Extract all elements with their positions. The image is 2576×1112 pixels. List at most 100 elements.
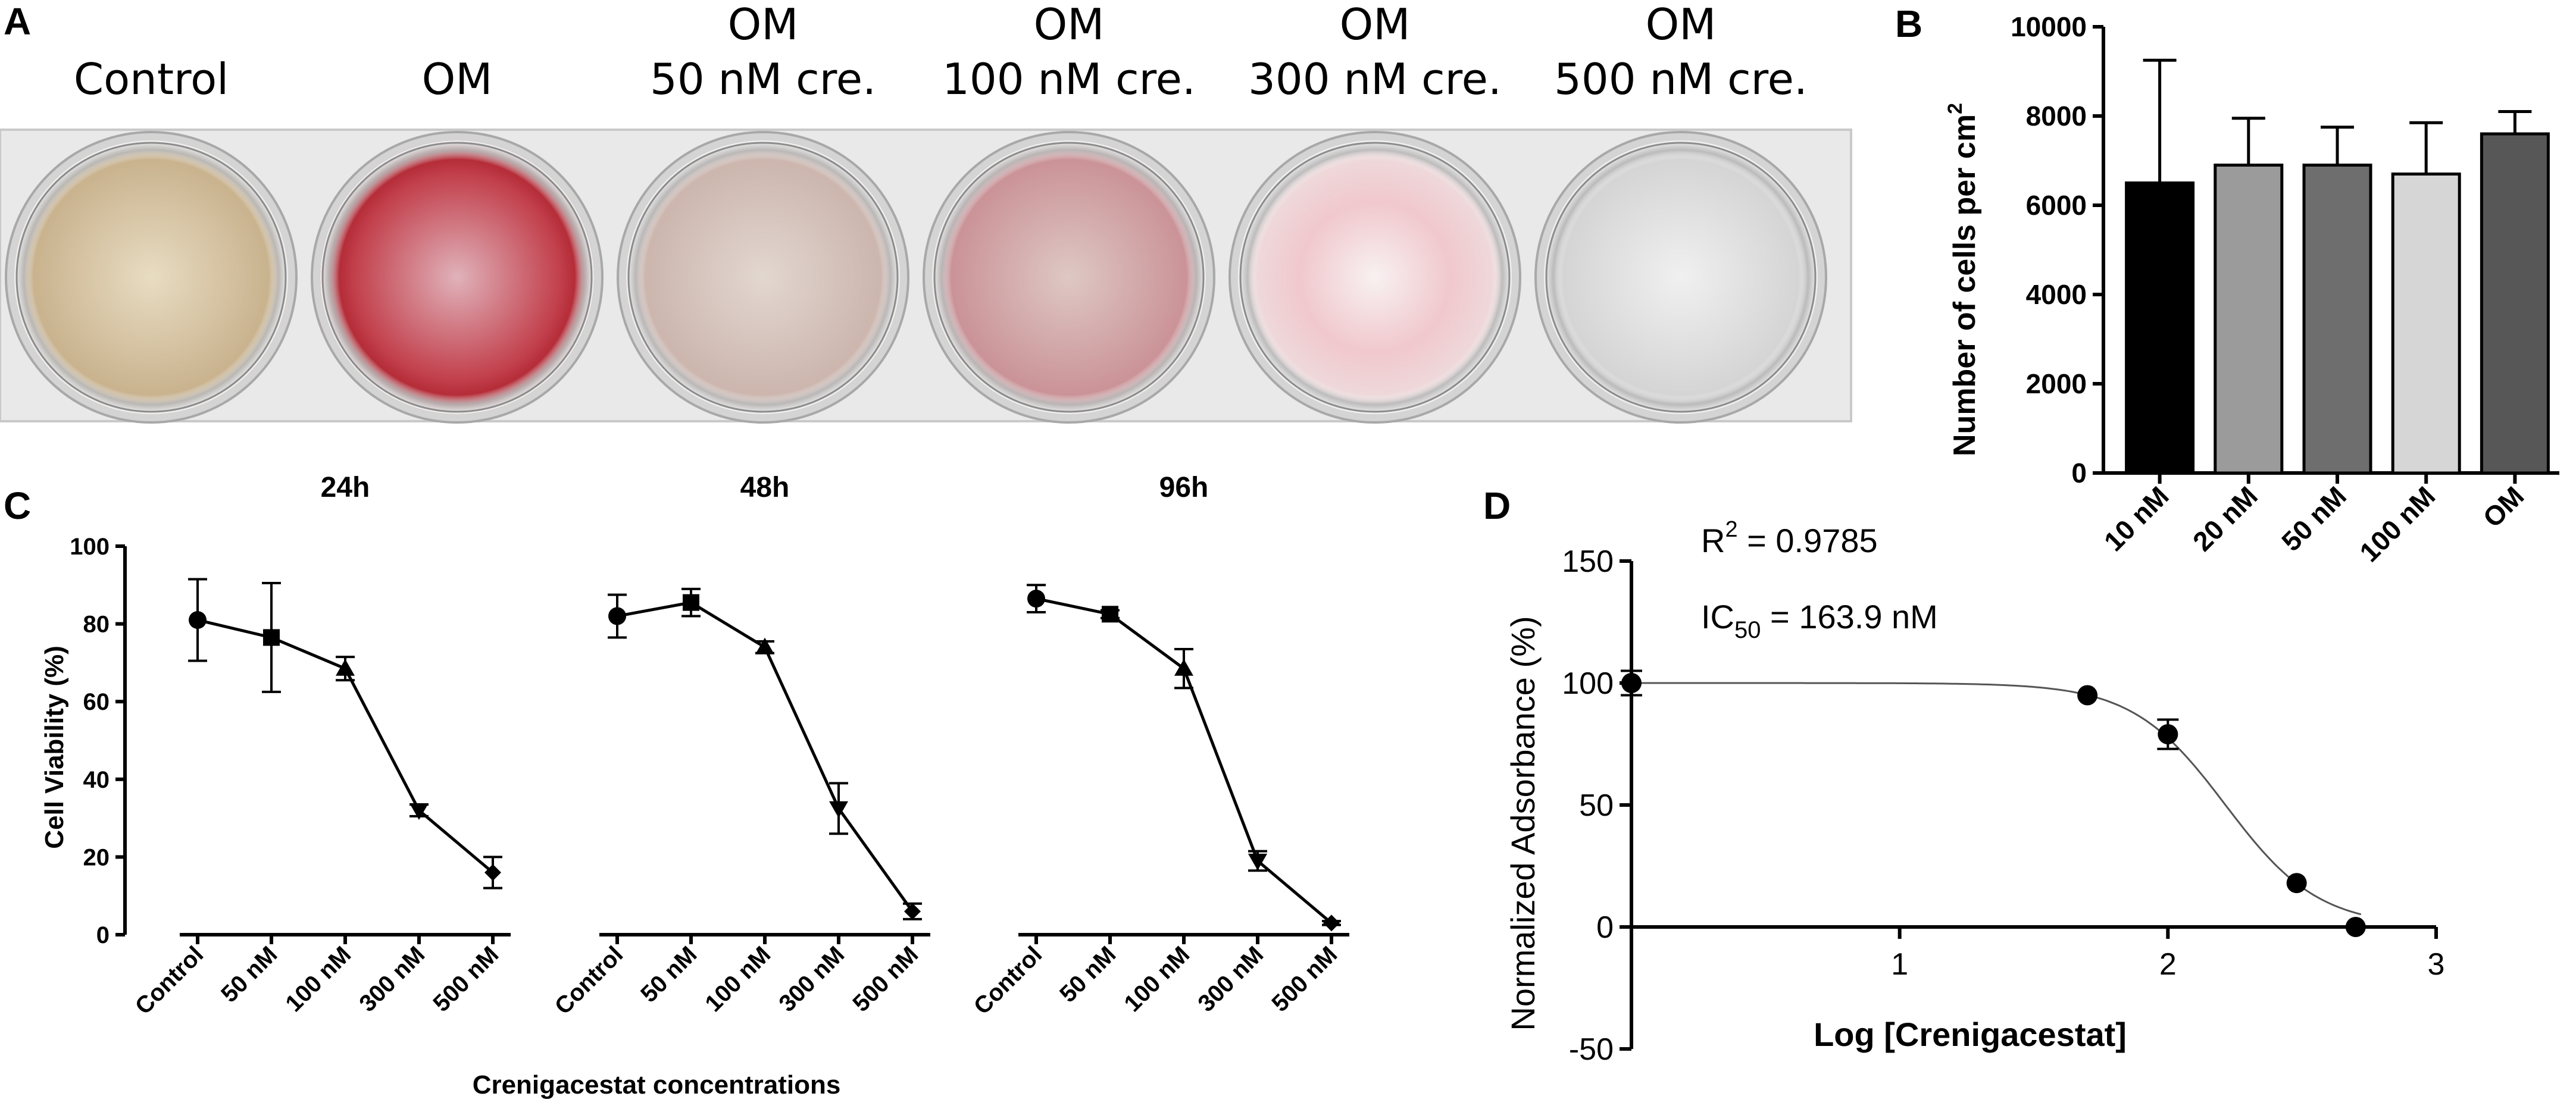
panel-c-x-tick-label: Control — [969, 941, 1048, 1020]
panel-d-data-point — [1621, 673, 1642, 693]
panel-c-marker-diamond — [484, 864, 501, 881]
well-glass — [932, 140, 1206, 414]
panel-b-x-tick-label: 10 nM — [2098, 480, 2175, 557]
well-edge — [933, 142, 1205, 413]
panel-c-marker-triangle-down — [409, 803, 429, 820]
panel-c-y-tick-label: 20 — [83, 844, 110, 870]
panel-letter-a: A — [4, 0, 31, 43]
panel-d-x-tick-label: 1 — [1891, 947, 1908, 982]
well-glass — [320, 140, 594, 414]
panel-c-x-axis-title: Crenigacestat concentrations — [473, 1070, 841, 1100]
panel-c: C Cell Viability (%) Crenigacestat conce… — [4, 472, 1349, 1100]
panel-d-data-point — [2286, 873, 2307, 894]
well-labels: Control OM OM 50 nM cre. OM 100 nM cre. OM 300 … — [74, 0, 1808, 104]
panel-d: D Normalized Adsorbance (%) Log [Creniga… — [1483, 484, 2444, 1067]
well-edge — [1239, 142, 1511, 413]
panel-letter-d: D — [1483, 484, 1511, 527]
panel-c-y-axis-title: Cell Viability (%) — [40, 646, 69, 849]
panel-b-x-tick-label: 20 nM — [2187, 480, 2264, 557]
panel-b-y-tick-label: 0 — [2071, 458, 2087, 488]
well-label-line1: OM — [728, 0, 799, 49]
panel-c-marker-diamond — [1323, 914, 1340, 932]
panel-b-x-tick-label: OM — [2477, 480, 2530, 533]
panel-d-plot: -50 0 50 100 150 1 2 3 — [1562, 544, 2444, 1067]
panel-b-bar — [2480, 132, 2550, 475]
panel-letter-c: C — [4, 484, 31, 527]
panel-b: B Number of cells per cm2 0 2000 4000 6000 8… — [1895, 2, 2559, 568]
panel-c-marker-circle — [608, 607, 626, 625]
wells — [5, 131, 1827, 424]
well-plate-frame — [0, 129, 1852, 422]
panel-c-y-tick-label: 0 — [96, 922, 110, 948]
panel-letter-b: B — [1895, 2, 1922, 45]
well-edge — [1545, 142, 1817, 413]
panel-d-y-tick-label: 50 — [1579, 788, 1614, 823]
ic50-subscript: 50 — [1734, 617, 1761, 643]
panel-c-marker-triangle-up — [336, 659, 355, 676]
panel-d-y-tick-label: 0 — [1596, 910, 1614, 945]
panel-c-y-tick-label: 40 — [83, 767, 110, 793]
panel-c-marker-diamond — [904, 903, 921, 920]
panel-d-y-tick-label: 150 — [1562, 544, 1614, 579]
r-squared-value: = 0.9785 — [1738, 522, 1878, 559]
panel-b-plot: 0 2000 4000 6000 8000 10000 10 nM 20 nM 50 nM 100… — [2011, 11, 2559, 568]
panel-c-x-tick-label: 100 nM — [1119, 941, 1195, 1017]
panel-c-marker-triangle-down — [1248, 853, 1267, 870]
r-squared-label: R — [1701, 522, 1725, 559]
panel-c-x-tick-label: 50 nM — [1055, 941, 1121, 1007]
panel-c-x-tick-label: 300 nM — [1193, 941, 1268, 1017]
panel-c-series-line — [1036, 597, 1333, 925]
well-glass — [1238, 140, 1512, 414]
panel-c-y-tick-label: 100 — [70, 534, 110, 560]
panel-c-marker-triangle-up — [1174, 659, 1193, 676]
panel-d-x-axis-title: Log [Crenigacestat] — [1814, 1016, 2127, 1053]
well-glass — [1544, 140, 1818, 414]
panel-c-x-tick-label: 500 nM — [428, 941, 504, 1017]
panel-c-marker-circle — [1027, 590, 1045, 608]
panel-b-y-tick-label: 8000 — [2026, 101, 2087, 131]
panel-c-series-title: 96h — [1159, 472, 1209, 503]
panel-c-x-tick-label: 500 nM — [848, 941, 923, 1017]
panel-c-x-tick-label: 50 nM — [636, 941, 702, 1007]
panel-b-bar — [2302, 164, 2372, 475]
panel-c-marker-triangle-up — [755, 637, 774, 654]
panel-b-x-tick-label: 100 nM — [2353, 480, 2441, 568]
panel-c-marker-square — [683, 594, 699, 611]
panel-d-x-tick-label: 2 — [2159, 947, 2177, 982]
panel-d-fit-curve — [1631, 682, 2362, 916]
well-label-line2: 100 nM cre. — [942, 54, 1196, 104]
panel-b-y-axis-title-main: Number of cells per cm — [1947, 114, 1982, 456]
panel-c-x-tick-label: 300 nM — [354, 941, 430, 1017]
panel-b-y-tick-label: 6000 — [2026, 190, 2087, 221]
ic50-value: = 163.9 nM — [1761, 598, 1938, 635]
panel-c-marker-circle — [189, 611, 207, 629]
panel-d-data-point — [2158, 724, 2178, 745]
well-glass — [626, 140, 900, 414]
panel-b-y-axis-title-superscript: 2 — [1944, 103, 1967, 114]
panel-d-y-tick-label: 100 — [1562, 666, 1614, 701]
panel-b-bar — [2214, 164, 2284, 475]
panel-d-y-axis-title: Normalized Adsorbance (%) — [1504, 616, 1542, 1030]
r-squared-superscript: 2 — [1725, 517, 1737, 542]
panel-d-data-point — [2077, 685, 2098, 706]
panel-b-bar — [2391, 173, 2461, 475]
panel-c-y-tick-label: 80 — [83, 612, 110, 638]
panel-c-x-tick-label: Control — [550, 941, 629, 1020]
panel-b-y-tick-label: 2000 — [2026, 368, 2087, 399]
well-label-line2: 300 nM cre. — [1248, 54, 1502, 104]
panel-d-data-point — [2345, 917, 2366, 937]
panel-c-x-tick-label: 300 nM — [774, 941, 849, 1017]
panel-c-x-tick-label: 50 nM — [216, 941, 282, 1007]
panel-b-x-tick-label: 50 nM — [2275, 480, 2352, 557]
panel-b-y-tick-label: 4000 — [2026, 279, 2087, 310]
panel-c-y-tick-label: 60 — [83, 689, 110, 715]
panel-d-x-tick-label: 3 — [2428, 947, 2445, 982]
well-label-line1: OM — [1646, 0, 1717, 49]
panel-d-y-tick-label: -50 — [1569, 1032, 1614, 1067]
well-label-line2: OM — [422, 54, 493, 104]
